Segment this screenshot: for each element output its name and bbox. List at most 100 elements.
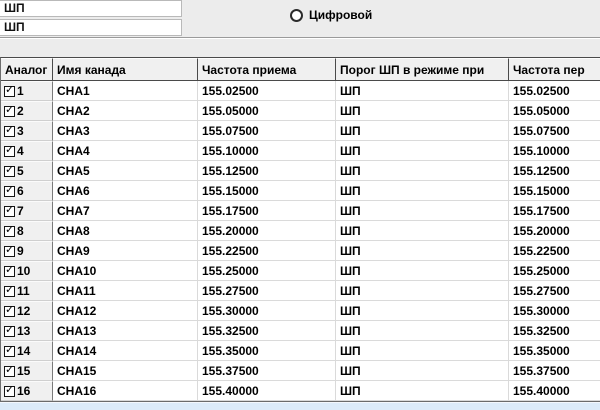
channel-row-header[interactable]: 16 bbox=[1, 381, 53, 401]
channel-name-cell[interactable]: CHA14 bbox=[53, 341, 198, 361]
digital-mode-radio[interactable]: Цифровой bbox=[290, 7, 372, 23]
channel-row-header[interactable]: 11 bbox=[1, 281, 53, 301]
tx-frequency-cell[interactable]: 155.37500 bbox=[509, 361, 600, 381]
channel-name-cell[interactable]: CHA5 bbox=[53, 161, 198, 181]
rx-frequency-cell[interactable]: 155.17500 bbox=[198, 201, 336, 221]
channel-enabled-checkbox[interactable] bbox=[4, 204, 15, 217]
tx-frequency-cell[interactable]: 155.20000 bbox=[509, 221, 600, 241]
squelch-cell[interactable]: ШП bbox=[336, 161, 509, 181]
channel-enabled-checkbox[interactable] bbox=[4, 344, 15, 357]
rx-frequency-cell[interactable]: 155.35000 bbox=[198, 341, 336, 361]
channel-name-cell[interactable]: CHA15 bbox=[53, 361, 198, 381]
squelch-cell[interactable]: ШП bbox=[336, 361, 509, 381]
rx-frequency-cell[interactable]: 155.07500 bbox=[198, 121, 336, 141]
rx-frequency-cell[interactable]: 155.20000 bbox=[198, 221, 336, 241]
channel-row-header[interactable]: 5 bbox=[1, 161, 53, 181]
tx-frequency-cell[interactable]: 155.07500 bbox=[509, 121, 600, 141]
channel-enabled-checkbox[interactable] bbox=[4, 124, 15, 137]
channel-name-cell[interactable]: CHA3 bbox=[53, 121, 198, 141]
channel-name-cell[interactable]: CHA10 bbox=[53, 261, 198, 281]
channel-row-header[interactable]: 12 bbox=[1, 301, 53, 321]
rx-frequency-cell[interactable]: 155.25000 bbox=[198, 261, 336, 281]
channel-row-header[interactable]: 15 bbox=[1, 361, 53, 381]
tx-frequency-cell[interactable]: 155.10000 bbox=[509, 141, 600, 161]
channel-row-header[interactable]: 9 bbox=[1, 241, 53, 261]
squelch-cell[interactable]: ШП bbox=[336, 261, 509, 281]
channel-row-header[interactable]: 13 bbox=[1, 321, 53, 341]
squelch-cell[interactable]: ШП bbox=[336, 321, 509, 341]
rx-frequency-cell[interactable]: 155.10000 bbox=[198, 141, 336, 161]
tx-frequency-cell[interactable]: 155.32500 bbox=[509, 321, 600, 341]
squelch-cell[interactable]: ШП bbox=[336, 181, 509, 201]
tx-frequency-cell[interactable]: 155.12500 bbox=[509, 161, 600, 181]
channel-name-cell[interactable]: CHA7 bbox=[53, 201, 198, 221]
channel-name-cell[interactable]: CHA1 bbox=[53, 81, 198, 101]
rx-frequency-cell[interactable]: 155.15000 bbox=[198, 181, 336, 201]
squelch-cell[interactable]: ШП bbox=[336, 221, 509, 241]
tx-frequency-cell[interactable]: 155.30000 bbox=[509, 301, 600, 321]
channel-name-cell[interactable]: CHA4 bbox=[53, 141, 198, 161]
tx-frequency-cell[interactable]: 155.22500 bbox=[509, 241, 600, 261]
tx-frequency-cell[interactable]: 155.40000 bbox=[509, 381, 600, 401]
squelch-cell[interactable]: ШП bbox=[336, 241, 509, 261]
channel-row-header[interactable]: 7 bbox=[1, 201, 53, 221]
channel-enabled-checkbox[interactable] bbox=[4, 284, 15, 297]
rx-frequency-cell[interactable]: 155.05000 bbox=[198, 101, 336, 121]
squelch-cell[interactable]: ШП bbox=[336, 201, 509, 221]
channel-row-header[interactable]: 10 bbox=[1, 261, 53, 281]
channel-row-header[interactable]: 6 bbox=[1, 181, 53, 201]
squelch-field-2[interactable]: ШП bbox=[0, 19, 182, 36]
channel-row-header[interactable]: 14 bbox=[1, 341, 53, 361]
rx-frequency-cell[interactable]: 155.02500 bbox=[198, 81, 336, 101]
channel-enabled-checkbox[interactable] bbox=[4, 324, 15, 337]
squelch-field-1[interactable]: ШП bbox=[0, 0, 182, 17]
squelch-cell[interactable]: ШП bbox=[336, 301, 509, 321]
channel-row-header[interactable]: 2 bbox=[1, 101, 53, 121]
rx-frequency-cell[interactable]: 155.27500 bbox=[198, 281, 336, 301]
tx-frequency-cell[interactable]: 155.02500 bbox=[509, 81, 600, 101]
column-header-channel-name: Имя канада bbox=[53, 58, 198, 80]
channel-row-header[interactable]: 8 bbox=[1, 221, 53, 241]
channel-enabled-checkbox[interactable] bbox=[4, 364, 15, 377]
rx-frequency-cell[interactable]: 155.30000 bbox=[198, 301, 336, 321]
channel-enabled-checkbox[interactable] bbox=[4, 304, 15, 317]
rx-frequency-cell[interactable]: 155.32500 bbox=[198, 321, 336, 341]
tx-frequency-cell[interactable]: 155.15000 bbox=[509, 181, 600, 201]
channel-name-cell[interactable]: CHA12 bbox=[53, 301, 198, 321]
channel-name-cell[interactable]: CHA8 bbox=[53, 221, 198, 241]
channel-row-header[interactable]: 3 bbox=[1, 121, 53, 141]
squelch-cell[interactable]: ШП bbox=[336, 381, 509, 401]
channel-name-cell[interactable]: CHA6 bbox=[53, 181, 198, 201]
channel-row-header[interactable]: 1 bbox=[1, 81, 53, 101]
tx-frequency-cell[interactable]: 155.35000 bbox=[509, 341, 600, 361]
channel-name-cell[interactable]: CHA16 bbox=[53, 381, 198, 401]
channel-enabled-checkbox[interactable] bbox=[4, 384, 15, 397]
rx-frequency-cell[interactable]: 155.22500 bbox=[198, 241, 336, 261]
tx-frequency-cell[interactable]: 155.17500 bbox=[509, 201, 600, 221]
rx-frequency-cell[interactable]: 155.40000 bbox=[198, 381, 336, 401]
tx-frequency-cell[interactable]: 155.27500 bbox=[509, 281, 600, 301]
squelch-cell[interactable]: ШП bbox=[336, 281, 509, 301]
tx-frequency-cell[interactable]: 155.05000 bbox=[509, 101, 600, 121]
channel-enabled-checkbox[interactable] bbox=[4, 184, 15, 197]
channel-enabled-checkbox[interactable] bbox=[4, 144, 15, 157]
channel-enabled-checkbox[interactable] bbox=[4, 84, 15, 97]
rx-frequency-cell[interactable]: 155.37500 bbox=[198, 361, 336, 381]
squelch-cell[interactable]: ШП bbox=[336, 141, 509, 161]
channel-name-cell[interactable]: CHA11 bbox=[53, 281, 198, 301]
channel-row-header[interactable]: 4 bbox=[1, 141, 53, 161]
tx-frequency-cell[interactable]: 155.25000 bbox=[509, 261, 600, 281]
channel-enabled-checkbox[interactable] bbox=[4, 264, 15, 277]
rx-frequency-cell[interactable]: 155.12500 bbox=[198, 161, 336, 181]
channel-name-cell[interactable]: CHA13 bbox=[53, 321, 198, 341]
channel-name-cell[interactable]: CHA9 bbox=[53, 241, 198, 261]
channel-enabled-checkbox[interactable] bbox=[4, 104, 15, 117]
channel-enabled-checkbox[interactable] bbox=[4, 224, 15, 237]
squelch-cell[interactable]: ШП bbox=[336, 341, 509, 361]
channel-name-cell[interactable]: CHA2 bbox=[53, 101, 198, 121]
squelch-cell[interactable]: ШП bbox=[336, 121, 509, 141]
channel-enabled-checkbox[interactable] bbox=[4, 164, 15, 177]
channel-enabled-checkbox[interactable] bbox=[4, 244, 15, 257]
squelch-cell[interactable]: ШП bbox=[336, 101, 509, 121]
squelch-cell[interactable]: ШП bbox=[336, 81, 509, 101]
